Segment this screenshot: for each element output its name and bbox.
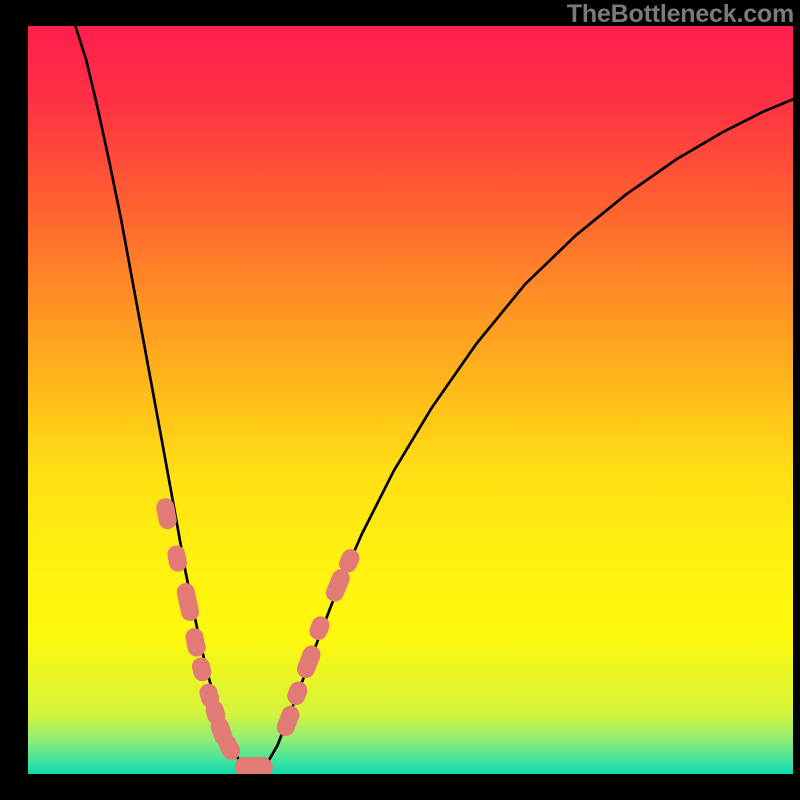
watermark-text: TheBottleneck.com xyxy=(567,0,794,29)
chart-frame: TheBottleneck.com xyxy=(0,0,800,800)
chart-svg xyxy=(0,0,800,800)
plot-background xyxy=(28,26,793,774)
